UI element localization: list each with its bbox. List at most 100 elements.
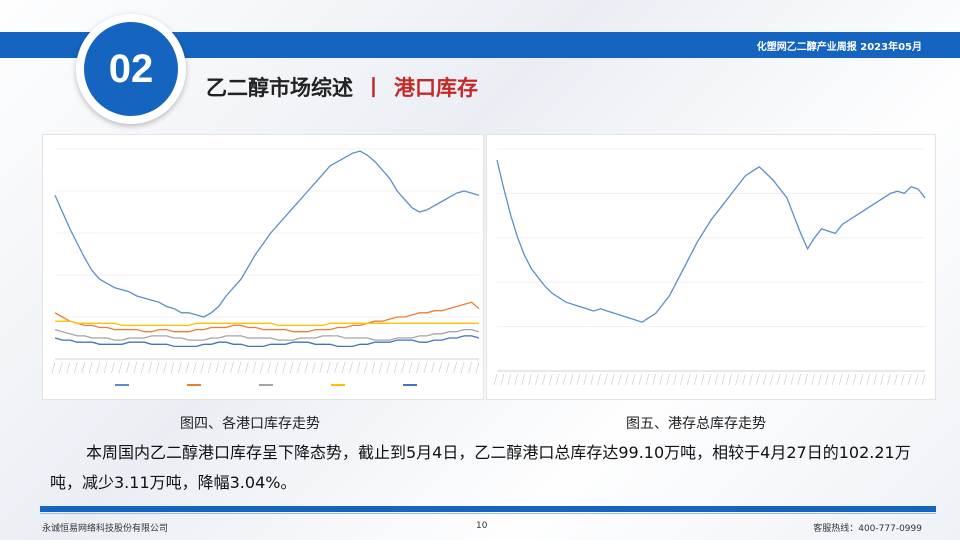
x-tick (334, 361, 338, 374)
x-tick (178, 361, 182, 374)
x-tick (185, 361, 190, 374)
x-tick (576, 373, 581, 386)
x-tick (680, 373, 684, 386)
x-tick (408, 361, 413, 374)
x-tick (364, 361, 368, 374)
x-tick (521, 373, 525, 386)
x-tick (721, 373, 726, 386)
x-tick (133, 361, 138, 374)
x-tick (140, 361, 145, 374)
x-tick (356, 361, 361, 374)
x-tick (475, 361, 480, 374)
x-tick (237, 361, 242, 374)
series-line-1 (54, 150, 480, 318)
x-tick (304, 361, 309, 374)
x-tick (542, 373, 546, 386)
x-tick (693, 373, 698, 386)
x-tick (818, 373, 822, 386)
x-tick (728, 373, 732, 386)
x-tick (652, 373, 657, 386)
x-tick (631, 373, 636, 386)
x-tick (349, 361, 353, 374)
x-tick (921, 373, 926, 386)
total-inventory-chart (486, 134, 936, 400)
x-tick (51, 361, 56, 374)
x-tick (341, 361, 346, 374)
series-line-3 (54, 328, 480, 341)
x-tick (714, 373, 719, 386)
x-tick (267, 361, 272, 374)
x-tick (783, 373, 788, 386)
x-tick (562, 373, 567, 386)
series-line-5 (54, 335, 480, 348)
x-tick (776, 373, 781, 386)
x-tick (555, 373, 560, 386)
x-tick (687, 373, 691, 386)
summary-paragraph: 本周国内乙二醇港口库存呈下降态势，截止到5月4日，乙二醇港口总库存达99.10万… (50, 443, 911, 492)
port-inventory-chart-svg (51, 148, 480, 386)
x-tick (111, 361, 115, 374)
x-tick (548, 373, 553, 386)
x-tick (230, 361, 234, 374)
x-tick (873, 373, 877, 386)
report-title: 化塑网乙二醇产业周报 2023年05月 (756, 42, 922, 53)
x-tick (831, 373, 836, 386)
x-tick (624, 373, 629, 386)
x-tick (96, 361, 100, 374)
x-tick (859, 373, 864, 386)
x-tick (74, 361, 78, 374)
x-tick (852, 373, 857, 386)
x-tick (673, 373, 677, 386)
x-tick (797, 373, 802, 386)
x-tick (901, 373, 905, 386)
x-tick (245, 361, 249, 374)
x-tick (887, 373, 891, 386)
x-tick (163, 361, 167, 374)
x-tick (880, 373, 884, 386)
x-tick (259, 361, 264, 374)
series-line-2 (54, 301, 480, 333)
series-line-4 (55, 320, 479, 327)
title-main: 乙二醇市场综述 (206, 76, 353, 100)
x-tick (845, 373, 850, 386)
x-tick (126, 361, 130, 374)
x-tick (597, 373, 601, 386)
series-line-1 (496, 159, 926, 323)
section-badge: 02 (84, 22, 178, 116)
x-tick (319, 361, 324, 374)
x-tick (769, 373, 774, 386)
title-separator: 丨 (363, 76, 384, 100)
x-tick (200, 361, 205, 374)
x-tick (507, 373, 512, 386)
x-tick (514, 373, 518, 386)
x-tick (804, 373, 808, 386)
x-tick (445, 361, 450, 374)
x-tick (866, 373, 871, 386)
x-tick (222, 361, 227, 374)
page-number: 10 (476, 521, 488, 531)
x-tick (583, 373, 588, 386)
x-tick (914, 373, 919, 386)
x-tick (700, 373, 705, 386)
x-tick (645, 373, 650, 386)
x-tick (416, 361, 420, 374)
x-tick (274, 361, 279, 374)
x-tick (666, 373, 670, 386)
x-tick (312, 361, 316, 374)
title-sub: 港口库存 (394, 76, 478, 100)
x-tick (289, 361, 294, 374)
left-figure-caption: 图四、各港口库存走势 (180, 416, 320, 432)
x-tick (155, 361, 160, 374)
right-figure-caption: 图五、港存总库存走势 (626, 416, 766, 432)
x-tick (379, 361, 383, 374)
x-tick (453, 361, 457, 374)
x-tick (535, 373, 539, 386)
x-tick (742, 373, 746, 386)
x-tick (811, 373, 815, 386)
x-tick (81, 361, 86, 374)
port-inventory-chart (42, 134, 484, 400)
x-tick (66, 361, 71, 374)
x-tick (604, 373, 608, 386)
x-tick (282, 361, 286, 374)
x-tick (193, 361, 197, 374)
